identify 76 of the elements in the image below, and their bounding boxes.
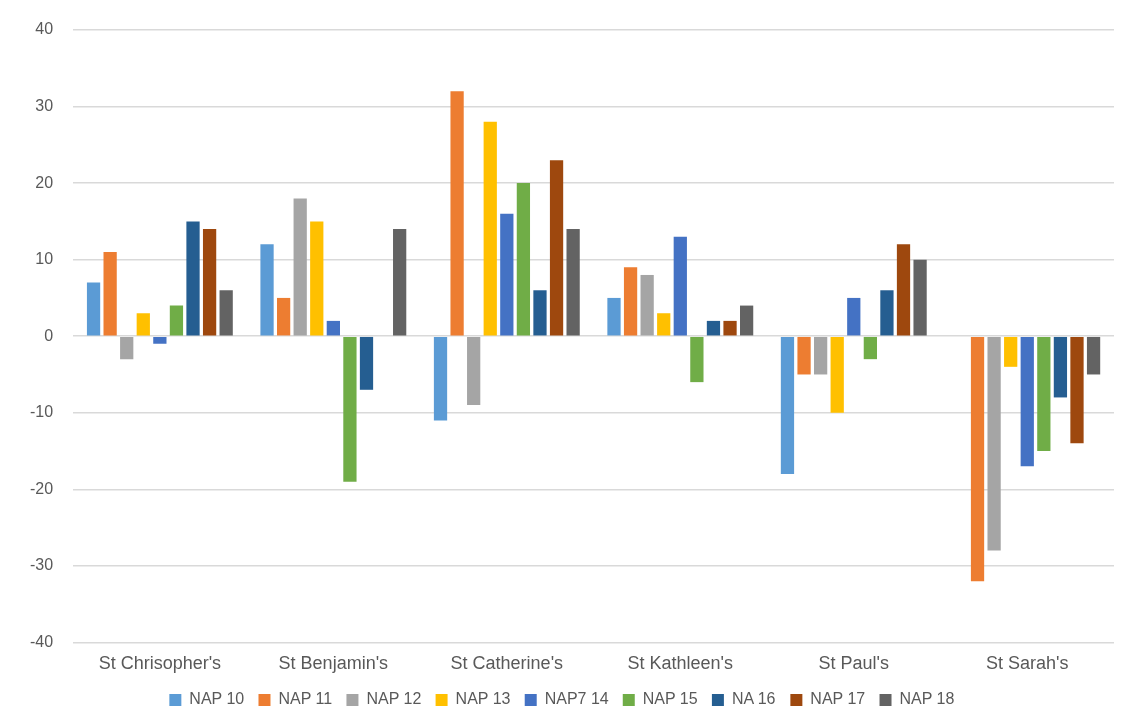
bar <box>623 267 638 336</box>
bar <box>1020 336 1034 467</box>
y-tick-label: -10 <box>30 403 54 421</box>
legend-label: NAP 15 <box>642 690 698 708</box>
bar <box>500 213 514 336</box>
bar <box>987 336 1001 551</box>
bar <box>1053 336 1068 398</box>
bar <box>343 336 357 482</box>
bar <box>153 336 167 344</box>
bar <box>136 313 150 336</box>
x-tick-label: St Kathleen's <box>627 653 734 674</box>
y-tick-label: -40 <box>30 632 54 650</box>
bar <box>739 305 754 336</box>
y-tick-label: -30 <box>30 556 54 574</box>
bar <box>310 221 324 336</box>
bar <box>219 290 233 336</box>
bar <box>359 336 374 390</box>
bar <box>780 336 795 474</box>
legend-label: NA 16 <box>731 690 776 708</box>
bar <box>863 336 877 360</box>
x-tick-label: St Benjamin's <box>278 653 389 674</box>
y-tick-label: 30 <box>35 96 54 114</box>
bar <box>276 297 291 336</box>
legend-label: NAP 10 <box>189 690 245 708</box>
bar <box>1037 336 1051 452</box>
bar <box>433 336 448 421</box>
bar <box>393 229 407 336</box>
bar <box>1004 336 1018 367</box>
bar <box>814 336 828 375</box>
bar <box>483 121 497 336</box>
x-tick-label: St Paul's <box>818 653 890 674</box>
bar <box>293 198 307 336</box>
bar <box>657 313 671 336</box>
legend-label: NAP 18 <box>899 690 955 708</box>
bar <box>830 336 844 413</box>
x-tick-label: St Sarah's <box>986 653 1069 674</box>
bar <box>260 244 274 336</box>
legend-label: NAP 13 <box>455 690 511 708</box>
bar <box>566 229 580 336</box>
legend-label: NAP 12 <box>366 690 422 708</box>
bar <box>169 305 184 336</box>
bar <box>86 282 101 336</box>
bar <box>450 91 464 336</box>
bar <box>913 259 927 336</box>
bar <box>673 236 687 336</box>
bar <box>533 290 547 336</box>
bar <box>896 244 911 336</box>
legend-label: NAP 17 <box>810 690 866 708</box>
y-tick-label: 0 <box>44 326 54 344</box>
bar <box>516 183 531 336</box>
bar <box>880 290 894 336</box>
bar <box>1086 336 1101 375</box>
bar <box>640 274 654 336</box>
x-tick-label: St Catherine's <box>450 653 564 674</box>
bar <box>847 297 861 336</box>
bar <box>103 252 117 336</box>
y-tick-label: -20 <box>30 479 54 497</box>
y-tick-label: 10 <box>35 250 54 268</box>
y-tick-label: 40 <box>35 20 54 38</box>
bar <box>607 297 621 336</box>
legend-label: NAP7 14 <box>544 690 609 708</box>
x-tick-label: St Chrisopher's <box>98 653 222 674</box>
bar <box>202 229 217 336</box>
bar <box>1070 336 1084 444</box>
bar <box>970 336 985 582</box>
y-tick-label: 20 <box>35 173 54 191</box>
bar <box>723 320 737 336</box>
legend-label: NAP 11 <box>278 690 333 708</box>
bar <box>797 336 811 375</box>
bar <box>326 320 340 336</box>
bar <box>690 336 704 383</box>
bar <box>186 221 200 336</box>
bar <box>467 336 481 406</box>
bar <box>120 336 134 360</box>
bar <box>706 320 721 336</box>
bar <box>549 160 564 336</box>
